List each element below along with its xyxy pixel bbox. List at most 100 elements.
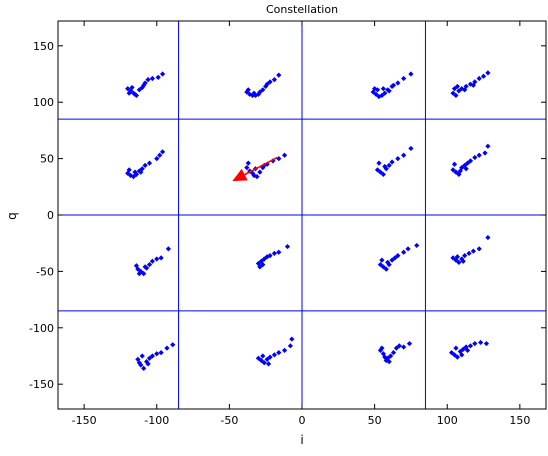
data-point — [146, 160, 153, 166]
data-point — [462, 162, 468, 168]
data-point — [158, 350, 164, 356]
data-point — [244, 165, 250, 171]
data-point — [390, 350, 397, 356]
data-point — [382, 90, 388, 96]
data-point — [401, 249, 407, 255]
data-point — [467, 343, 474, 349]
data-point — [470, 82, 476, 88]
data-point — [276, 249, 282, 255]
data-point — [482, 150, 488, 156]
data-point — [264, 254, 270, 260]
data-point — [382, 163, 388, 170]
data-point — [454, 254, 461, 260]
data-point — [267, 253, 273, 259]
data-point — [132, 169, 138, 175]
data-point — [154, 156, 160, 162]
data-point — [255, 91, 262, 97]
data-point — [459, 352, 465, 358]
data-point — [245, 160, 251, 166]
data-point — [138, 362, 144, 368]
data-point — [129, 84, 135, 91]
data-point — [281, 152, 288, 158]
data-point — [379, 257, 385, 263]
data-point — [376, 160, 382, 166]
data-point — [454, 83, 461, 90]
data-point — [466, 250, 472, 256]
data-point — [245, 87, 251, 93]
data-point — [372, 86, 378, 92]
data-point — [287, 343, 293, 349]
data-point — [154, 351, 160, 357]
data-point — [281, 347, 288, 353]
chart-title: Constellation — [266, 3, 338, 16]
y-tick-label: -100 — [29, 322, 54, 335]
data-point — [251, 172, 257, 179]
data-point — [385, 87, 391, 93]
data-point — [142, 162, 148, 168]
data-point — [170, 342, 176, 348]
data-point — [408, 145, 414, 152]
y-tick-label: 100 — [33, 96, 54, 109]
data-point — [380, 86, 386, 92]
data-point — [264, 161, 270, 167]
data-point — [483, 340, 490, 347]
data-point — [370, 89, 376, 95]
data-point — [385, 259, 391, 265]
y-axis-label: q — [5, 212, 19, 220]
data-point — [450, 167, 456, 173]
x-tick-label: 100 — [437, 414, 458, 427]
data-point — [155, 74, 161, 80]
data-point — [257, 89, 263, 95]
data-point — [154, 256, 160, 262]
data-point — [126, 167, 132, 173]
data-point — [389, 83, 395, 90]
data-point — [460, 258, 466, 264]
data-point — [387, 353, 394, 359]
data-point — [141, 271, 147, 277]
data-point — [260, 262, 266, 268]
y-tick-label: 50 — [40, 153, 54, 166]
scatter-points — [125, 70, 491, 371]
decision-boundaries — [58, 21, 546, 409]
data-point — [257, 169, 263, 175]
data-point — [143, 359, 150, 365]
data-point — [157, 152, 163, 158]
data-point — [405, 246, 411, 252]
data-point — [454, 354, 461, 360]
data-point — [149, 75, 156, 82]
x-tick-label: 0 — [299, 414, 306, 427]
data-point — [142, 264, 148, 270]
data-point — [396, 343, 402, 349]
data-point — [159, 71, 166, 77]
data-point — [138, 268, 144, 274]
data-point — [276, 350, 282, 356]
data-point — [165, 246, 171, 252]
data-point — [145, 77, 151, 83]
data-point — [271, 77, 278, 83]
data-point — [463, 83, 469, 90]
data-point — [254, 174, 260, 180]
data-point — [386, 262, 392, 268]
y-tick-label: 0 — [47, 209, 54, 222]
data-point — [276, 156, 282, 162]
data-point — [456, 171, 462, 177]
data-point — [383, 266, 389, 272]
data-point — [476, 246, 482, 252]
data-point — [149, 258, 156, 264]
data-point — [132, 91, 138, 97]
data-point — [267, 354, 273, 360]
data-point — [463, 344, 469, 350]
data-point — [401, 344, 407, 350]
data-point — [476, 152, 482, 158]
data-point — [472, 79, 478, 85]
data-point — [261, 360, 267, 366]
x-tick-label: 50 — [368, 414, 382, 427]
data-point — [271, 352, 278, 358]
y-tick-label: -150 — [29, 378, 54, 391]
data-point — [472, 340, 478, 347]
data-point — [456, 88, 462, 94]
x-tick-label: -150 — [72, 414, 97, 427]
data-point — [408, 71, 414, 77]
